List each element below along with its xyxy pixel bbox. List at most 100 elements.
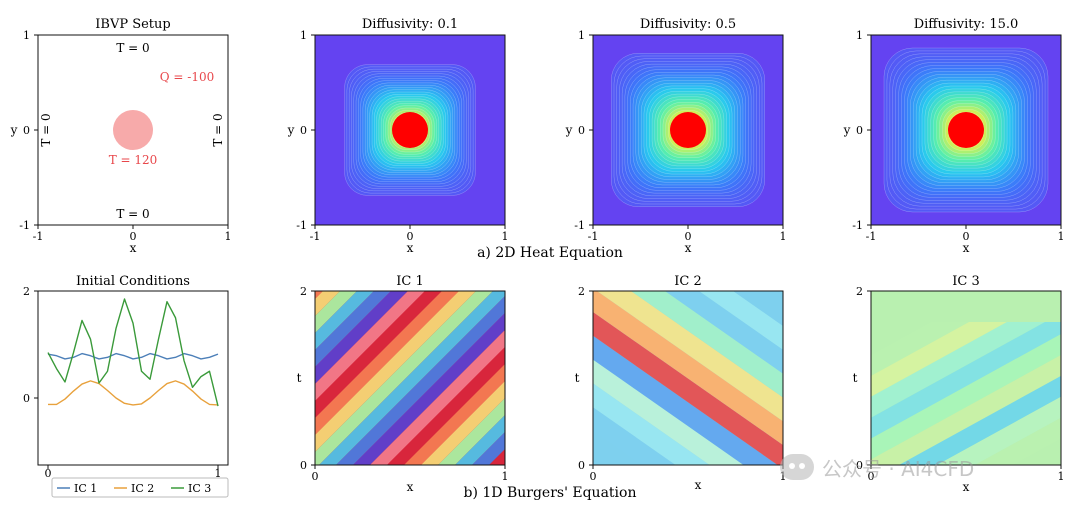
- heat-panel-title: Diffusivity: 0.1: [362, 17, 458, 32]
- x-axis-label: x: [685, 241, 692, 255]
- chart-legend: IC 1 IC 2 IC 3: [51, 477, 229, 498]
- initial-conditions-chart: Initial Conditions 0 1 2 0 IC 1 IC 2 IC …: [23, 274, 229, 498]
- x-tick-label: 1: [780, 230, 787, 243]
- y-axis-label: y: [843, 123, 851, 137]
- legend-box: [51, 477, 229, 498]
- legend-label: IC 3: [188, 482, 211, 495]
- burgers-wave-band: [631, 291, 783, 398]
- burgers-wave-band: [937, 396, 1061, 465]
- y-tick-label: -1: [574, 219, 585, 232]
- heat-source-core: [948, 112, 984, 148]
- x-tick-label: 0: [45, 467, 52, 480]
- y-tick-label: 0: [23, 124, 30, 137]
- x-axis-label: x: [407, 480, 414, 494]
- x-tick-label: 0: [963, 230, 970, 243]
- burgers-wave-band: [472, 432, 505, 465]
- burgers-wave-band: [665, 291, 783, 374]
- y-tick-label: 0: [578, 124, 585, 137]
- x-axis-label: x: [130, 241, 137, 255]
- watermark-text: 公众号 · AI4CFD: [822, 456, 975, 481]
- legend-label: IC 1: [74, 482, 97, 495]
- chart-series-group: [47, 298, 219, 407]
- series-line-ic-1: [47, 352, 219, 360]
- x-tick-label: 1: [780, 470, 787, 483]
- burgers-wave-band: [353, 313, 505, 465]
- x-axis-label: x: [963, 480, 970, 494]
- burgers-wave-band: [871, 322, 1007, 397]
- y-tick-label: -1: [852, 219, 863, 232]
- y-tick-label: 1: [300, 29, 307, 42]
- x-tick-label: 1: [502, 470, 509, 483]
- heat-panel: Diffusivity: 0.1 -1 0 1 1 0 -1 x y: [287, 17, 509, 255]
- burgers-wave-band: [871, 355, 1061, 465]
- x-tick-label: 0: [685, 230, 692, 243]
- x-tick-label: 0: [407, 230, 414, 243]
- bc-right-label: T = 0: [211, 113, 225, 146]
- source-term-label: Q = -100: [160, 70, 214, 84]
- ibvp-title: IBVP Setup: [95, 17, 170, 32]
- y-tick-label: 2: [23, 285, 30, 298]
- x-tick-label: 0: [590, 470, 597, 483]
- x-axis-label: x: [407, 241, 414, 255]
- x-tick-label: -1: [588, 230, 599, 243]
- burgers-wave-band: [593, 291, 783, 445]
- y-tick-label: -1: [296, 219, 307, 232]
- y-tick-label: -1: [19, 219, 30, 232]
- x-tick-label: 1: [225, 230, 232, 243]
- burgers-wave-band: [438, 398, 505, 465]
- burgers-axes-frame: [870, 290, 1062, 466]
- burgers-wave-band: [593, 312, 783, 465]
- y-tick-label: 0: [856, 124, 863, 137]
- y-tick-label: 2: [300, 285, 307, 298]
- y-tick-label: 0: [578, 459, 585, 472]
- heat-panel: Diffusivity: 15.0 -1 0 1 1 0 -1 x y: [843, 17, 1065, 255]
- x-tick-label: 1: [1058, 470, 1065, 483]
- x-tick-label: -1: [866, 230, 877, 243]
- burgers-panel: IC 2 0 1 2 0 x t: [575, 274, 787, 492]
- bc-left-label: T = 0: [39, 113, 53, 146]
- burgers-panel-title: IC 3: [952, 274, 980, 289]
- burgers-wave-band: [404, 364, 505, 465]
- burgers-wave-band: [597, 291, 783, 422]
- series-line-ic-2: [48, 380, 219, 406]
- burgers-wave-band: [319, 291, 505, 465]
- y-tick-label: 0: [856, 459, 863, 472]
- watermark: 公众号 · AI4CFD: [780, 452, 974, 482]
- burgers-wave-band: [421, 381, 505, 465]
- bc-bottom-label: T = 0: [116, 207, 149, 221]
- chart-axes-frame: [37, 290, 229, 466]
- wechat-logo-icon: [780, 454, 814, 480]
- burgers-axes-frame: [592, 290, 784, 466]
- burgers-panel-title: IC 2: [674, 274, 702, 289]
- legend-label: IC 2: [131, 482, 154, 495]
- y-tick-label: 1: [23, 29, 30, 42]
- burgers-wave-band: [315, 291, 493, 465]
- y-tick-label: 0: [300, 459, 307, 472]
- burgers-wave-band: [871, 322, 1061, 439]
- burgers-wave-band: [899, 375, 1061, 465]
- burgers-wave-band: [871, 334, 1061, 460]
- x-tick-label: 1: [502, 230, 509, 243]
- chart-title: Initial Conditions: [76, 274, 190, 289]
- burgers-solution-panels: IC 1 0 1 2 0 x t IC 2 0 1 2 0 x t IC 3: [297, 274, 1065, 494]
- burgers-wave-band: [975, 417, 1061, 465]
- y-axis-label: y: [565, 123, 573, 137]
- ibvp-setup-panel: IBVP Setup T = 0 T = 0 T = 0 T = 0 Q = -…: [10, 17, 232, 255]
- burgers-wave-band: [370, 330, 505, 465]
- burgers-panel: IC 1 0 1 2 0 x t: [297, 274, 509, 494]
- disk-temperature-label: T = 120: [109, 153, 158, 167]
- x-tick-label: 0: [868, 470, 875, 483]
- x-axis-label: x: [695, 478, 702, 492]
- burgers-axes-frame: [314, 290, 506, 466]
- burgers-panel: IC 3 0 1 2 0 x t: [853, 274, 1065, 494]
- burgers-wave-band: [455, 415, 505, 465]
- x-tick-label: 0: [312, 470, 319, 483]
- heat-panel: Diffusivity: 0.5 -1 0 1 1 0 -1 x y: [565, 17, 787, 255]
- x-tick-label: 1: [215, 467, 222, 480]
- y-axis-label: t: [297, 371, 302, 385]
- y-tick-label: 0: [23, 392, 30, 405]
- caption-burgers: b) 1D Burgers' Equation: [464, 485, 637, 501]
- heat-source-core: [670, 112, 706, 148]
- burgers-wave-band: [699, 291, 783, 350]
